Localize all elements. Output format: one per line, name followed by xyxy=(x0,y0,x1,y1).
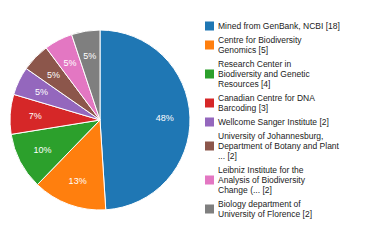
data-label: 48% xyxy=(156,113,174,123)
legend-label: Canadian Centre for DNABarcoding [3] xyxy=(218,93,315,113)
legend-swatch xyxy=(205,118,214,127)
pie xyxy=(10,30,190,210)
data-label: 13% xyxy=(69,176,87,186)
chart: 48% 13% 10% 7% 5% 5% 5% 5% Mined from GenBank, N… xyxy=(0,0,380,240)
data-label: 5% xyxy=(47,70,60,80)
legend-item: Mined from GenBank, NCBI [18] xyxy=(205,21,340,31)
legend-swatch xyxy=(205,22,214,31)
data-label: 5% xyxy=(35,87,48,97)
legend-swatch xyxy=(205,205,214,214)
data-labels: 48% 13% 10% 7% 5% 5% 5% 5% xyxy=(29,51,174,186)
legend-swatch xyxy=(205,70,214,79)
data-label: 5% xyxy=(83,51,96,61)
legend-label: Wellcome Sanger Institute [2] xyxy=(218,117,329,127)
legend-item: Leibniz Institute for theAnalysis of Bio… xyxy=(205,165,306,195)
legend-item: Research Center inBiodiversity and Genet… xyxy=(205,59,310,89)
legend-swatch xyxy=(205,142,214,151)
legend-item: Centre for BiodiversityGenomics [5] xyxy=(205,35,302,55)
legend-label: Biology department ofUniversity of Flore… xyxy=(218,199,312,219)
legend-label: Leibniz Institute for theAnalysis of Bio… xyxy=(218,165,306,195)
pie-slice xyxy=(72,30,100,120)
legend-label: Research Center inBiodiversity and Genet… xyxy=(218,59,310,89)
legend-label: Centre for BiodiversityGenomics [5] xyxy=(218,35,302,55)
data-label: 7% xyxy=(29,111,42,121)
legend-item: Wellcome Sanger Institute [2] xyxy=(205,117,329,127)
legend: Mined from GenBank, NCBI [18] Centre for … xyxy=(205,21,340,219)
data-label: 10% xyxy=(34,145,52,155)
legend-item: University of Johannesburg,Department of… xyxy=(205,131,340,161)
legend-label: University of Johannesburg,Department of… xyxy=(218,131,340,161)
legend-label: Mined from GenBank, NCBI [18] xyxy=(218,21,340,31)
legend-swatch xyxy=(205,176,214,185)
data-label: 5% xyxy=(64,58,77,68)
legend-item: Canadian Centre for DNABarcoding [3] xyxy=(205,93,315,113)
legend-item: Biology department ofUniversity of Flore… xyxy=(205,199,312,219)
legend-swatch xyxy=(205,99,214,108)
legend-swatch xyxy=(205,41,214,50)
pie-slice xyxy=(100,30,190,210)
